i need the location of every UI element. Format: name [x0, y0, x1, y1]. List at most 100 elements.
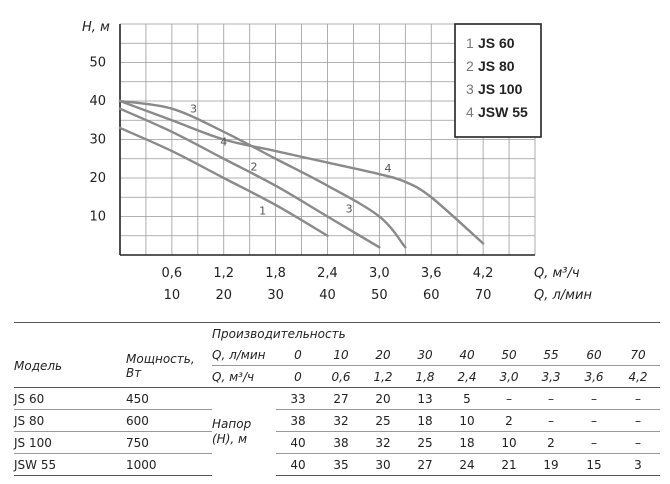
value-cell: 2 — [530, 431, 572, 454]
value-cell: 18 — [446, 431, 488, 454]
power-cell: 450 — [126, 387, 212, 410]
lmin-cell: 55 — [543, 347, 559, 362]
lmin-cell: 10 — [333, 347, 349, 362]
x-tick-label-m3h: 0,6 — [162, 266, 183, 281]
lmin-cell: 20 — [375, 347, 391, 362]
value-cell: 24 — [446, 453, 488, 476]
lmin-cell: 50 — [501, 347, 517, 362]
value-cell: 2 — [488, 409, 530, 432]
value-cell: 21 — [488, 453, 530, 476]
value-cell: – — [572, 387, 616, 410]
curve-label-4: 4 — [220, 135, 227, 148]
legend-entry: JSW 55 — [478, 104, 528, 120]
power-cell: 600 — [126, 409, 212, 432]
x-tick-label-m3h: 1,2 — [213, 266, 234, 281]
m3h-cell: 1,8 — [404, 365, 446, 388]
value-cell: – — [488, 387, 530, 410]
lmin-cell: 30 — [417, 347, 433, 362]
value-cell: – — [616, 409, 660, 432]
y-axis-label: H, м — [82, 20, 110, 35]
value-cell: 10 — [488, 431, 530, 454]
x-tick-label-lmin: 20 — [215, 288, 232, 303]
y-tick-label: 50 — [89, 56, 106, 71]
model-cell: JS 100 — [14, 431, 126, 454]
perf-header: Производительность — [212, 322, 660, 344]
m3h-cell: 0,6 — [320, 365, 362, 388]
m3h-cell: 3,3 — [530, 365, 572, 388]
chart-axes: 10 20 30 40 50 H, м 0,6 1,2 1,8 2,4 3,0 3,6 4,2 10 20 3… — [82, 20, 592, 303]
legend-number: 2 — [466, 58, 474, 74]
lmin-cell: 40 — [459, 347, 475, 362]
curve-1 — [118, 126, 329, 237]
x-tick-label-lmin: 60 — [423, 288, 440, 303]
legend-entry: JS 60 — [478, 35, 515, 51]
value-cell: 5 — [446, 387, 488, 410]
value-cell: 38 — [320, 431, 362, 454]
curve-label-3: 3 — [190, 103, 197, 116]
curve-label-3: 3 — [346, 203, 353, 216]
value-cell: 40 — [276, 453, 320, 476]
x-tick-label-lmin: 10 — [164, 288, 181, 303]
m3h-label: Q, м³/ч — [212, 365, 276, 388]
value-cell: 38 — [276, 409, 320, 432]
head-label: Напор (Н), м — [212, 387, 276, 476]
power-cell: 750 — [126, 431, 212, 454]
pump-performance-chart: 10 20 30 40 50 H, м 0,6 1,2 1,8 2,4 3,0 3,6 4,2 10 20 3… — [82, 20, 592, 303]
value-cell: 27 — [320, 387, 362, 410]
value-cell: 33 — [276, 387, 320, 410]
value-cell: – — [572, 431, 616, 454]
value-cell: 19 — [530, 453, 572, 476]
legend-number: 4 — [466, 104, 474, 120]
x-tick-label-lmin: 70 — [475, 288, 492, 303]
m3h-cell: 3,6 — [572, 365, 616, 388]
m3h-cell: 2,4 — [446, 365, 488, 388]
chart-labels: 1 2 3 3 4 4 — [190, 103, 392, 218]
x-tick-label-lmin: 50 — [371, 288, 388, 303]
value-cell: 3 — [616, 453, 660, 476]
x-tick-label-lmin: 30 — [267, 288, 284, 303]
lmin-label: Q, л/мин — [212, 347, 266, 362]
x-axis-label-lmin: Q, л/мин — [534, 288, 592, 303]
value-cell: – — [530, 409, 572, 432]
x-tick-label-m3h: 4,2 — [473, 266, 494, 281]
y-tick-label: 10 — [89, 210, 106, 225]
model-cell: JS 60 — [14, 387, 126, 410]
curve-2 — [118, 107, 381, 249]
x-tick-label-lmin: 40 — [319, 288, 336, 303]
model-cell: JS 80 — [14, 409, 126, 432]
curve-label-2: 2 — [251, 160, 258, 173]
value-cell: 32 — [320, 409, 362, 432]
m3h-cell: 1,2 — [362, 365, 404, 388]
value-cell: 18 — [404, 409, 446, 432]
power-cell: 1000 — [126, 453, 212, 476]
value-cell: 25 — [362, 409, 404, 432]
curve-label-4: 4 — [385, 162, 392, 175]
value-cell: 20 — [362, 387, 404, 410]
value-cell: 40 — [276, 431, 320, 454]
x-axis-label-m3h: Q, м³/ч — [534, 266, 580, 281]
x-tick-label-m3h: 3,6 — [421, 266, 442, 281]
legend-entry: JS 80 — [478, 58, 515, 74]
value-cell: – — [616, 387, 660, 410]
value-cell: 27 — [404, 453, 446, 476]
value-cell: – — [572, 409, 616, 432]
value-cell: 10 — [446, 409, 488, 432]
curve-4 — [118, 99, 485, 245]
x-tick-label-m3h: 1,8 — [265, 266, 286, 281]
value-cell: 32 — [362, 431, 404, 454]
legend-number: 1 — [466, 35, 474, 51]
value-cell: – — [616, 431, 660, 454]
m3h-cell: 0 — [276, 365, 320, 388]
value-cell: – — [530, 387, 572, 410]
legend-number: 3 — [466, 81, 474, 97]
model-header: Модель — [14, 358, 63, 373]
legend-box — [454, 23, 542, 138]
power-header: Мощность, Вт — [126, 351, 195, 380]
value-cell: 25 — [404, 431, 446, 454]
value-cell: 13 — [404, 387, 446, 410]
curve-label-1: 1 — [259, 205, 266, 218]
curve-3 — [118, 99, 407, 249]
y-tick-label: 30 — [89, 133, 106, 148]
m3h-cell: 4,2 — [616, 365, 660, 388]
